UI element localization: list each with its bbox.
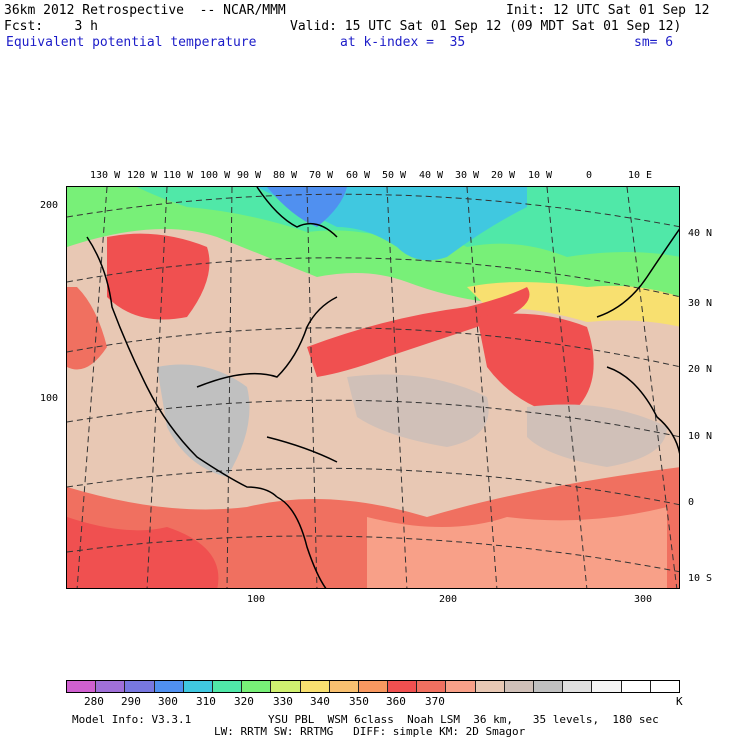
coastlines [86, 187, 679, 588]
grid-y-label: 100 [40, 393, 59, 404]
coldest-region [267, 187, 347, 227]
legend-swatch [504, 681, 534, 692]
lon-label: 130 W [90, 170, 121, 181]
legend-tick: 350 [349, 695, 369, 708]
legend-swatch [183, 681, 213, 692]
atlantic-warm-streak [307, 287, 530, 377]
legend-swatch [388, 681, 418, 692]
legend-tick: 360 [386, 695, 406, 708]
central-atlantic-warm [477, 313, 594, 417]
lon-label: 100 W [200, 170, 231, 181]
legend-swatch [300, 681, 330, 692]
lon-label: 0 [586, 170, 593, 181]
lat-label: 40 N [688, 228, 713, 239]
lon-label: 70 W [309, 170, 334, 181]
legend-swatch [592, 681, 622, 692]
lon-label: 50 W [382, 170, 407, 181]
valid-time: Valid: 15 UTC Sat 01 Sep 12 (09 MDT Sat … [290, 19, 682, 34]
legend-swatch [446, 681, 476, 692]
legend-tick: K [676, 695, 683, 708]
lon-label: 80 W [273, 170, 298, 181]
lon-label: 110 W [163, 170, 194, 181]
legend-swatch [650, 681, 679, 692]
physics-info: YSU PBL WSM 6class Noah LSM 36 km, 35 le… [268, 713, 659, 726]
legend-swatch [329, 681, 359, 692]
pacific-warm-region [67, 287, 107, 370]
graticule [67, 187, 679, 588]
equivalent-potential-temperature-map [66, 186, 680, 589]
lon-label: 40 W [419, 170, 444, 181]
legend-tick: 370 [425, 695, 445, 708]
lon-label: 10 W [528, 170, 553, 181]
legend-swatch [125, 681, 155, 692]
forecast-hour: Fcst: 3 h [4, 19, 98, 34]
us-warm-region [107, 233, 210, 320]
lat-label: 10 N [688, 431, 713, 442]
legend-tick: 290 [121, 695, 141, 708]
smoothing-label: sm= 6 [634, 35, 674, 50]
color-legend [66, 680, 680, 693]
dry-region-gulf [157, 364, 250, 477]
dry-region-east [527, 404, 667, 467]
grid-y-label: 200 [40, 200, 59, 211]
legend-swatch [212, 681, 243, 692]
legend-swatch [67, 681, 97, 692]
level-label: at k-index = 35 [340, 35, 466, 50]
grid-x-label: 100 [247, 594, 266, 605]
lon-label: 60 W [346, 170, 371, 181]
header-title: 36km 2012 Retrospective -- NCAR/MMM [4, 3, 286, 18]
lon-label: 120 W [127, 170, 158, 181]
legend-swatch [534, 681, 564, 692]
legend-tick: 340 [310, 695, 330, 708]
model-info: Model Info: V3.3.1 [72, 713, 192, 726]
legend-swatch [417, 681, 447, 692]
legend-tick: 330 [273, 695, 293, 708]
init-time: Init: 12 UTC Sat 01 Sep 12 [506, 3, 710, 18]
legend-tick: 310 [196, 695, 216, 708]
legend-swatch [621, 681, 651, 692]
physics-info-2: LW: RRTM SW: RRTMG DIFF: simple KM: 2D S… [214, 725, 526, 738]
lon-label: 20 W [491, 170, 516, 181]
legend-swatch [154, 681, 184, 692]
lat-label: 10 S [688, 573, 713, 584]
lat-label: 30 N [688, 298, 713, 309]
legend-swatch [96, 681, 126, 692]
legend-tick: 280 [84, 695, 104, 708]
field-name: Equivalent potential temperature [6, 35, 257, 50]
legend-swatch [358, 681, 389, 692]
map-canvas [67, 187, 679, 588]
legend-tick: 320 [234, 695, 254, 708]
dry-region-atlantic [347, 374, 489, 447]
lat-label: 0 [688, 497, 695, 508]
grid-x-label: 200 [439, 594, 458, 605]
lat-label: 20 N [688, 364, 713, 375]
equatorial-pacific-warm [67, 517, 219, 588]
lon-label: 30 W [455, 170, 480, 181]
lon-label: 90 W [237, 170, 262, 181]
legend-swatch [563, 681, 593, 692]
grid-x-label: 300 [634, 594, 653, 605]
legend-swatch [271, 681, 301, 692]
legend-swatch [475, 681, 505, 692]
legend-swatch [242, 681, 272, 692]
legend-tick: 300 [158, 695, 178, 708]
lon-label: 10 E [628, 170, 653, 181]
